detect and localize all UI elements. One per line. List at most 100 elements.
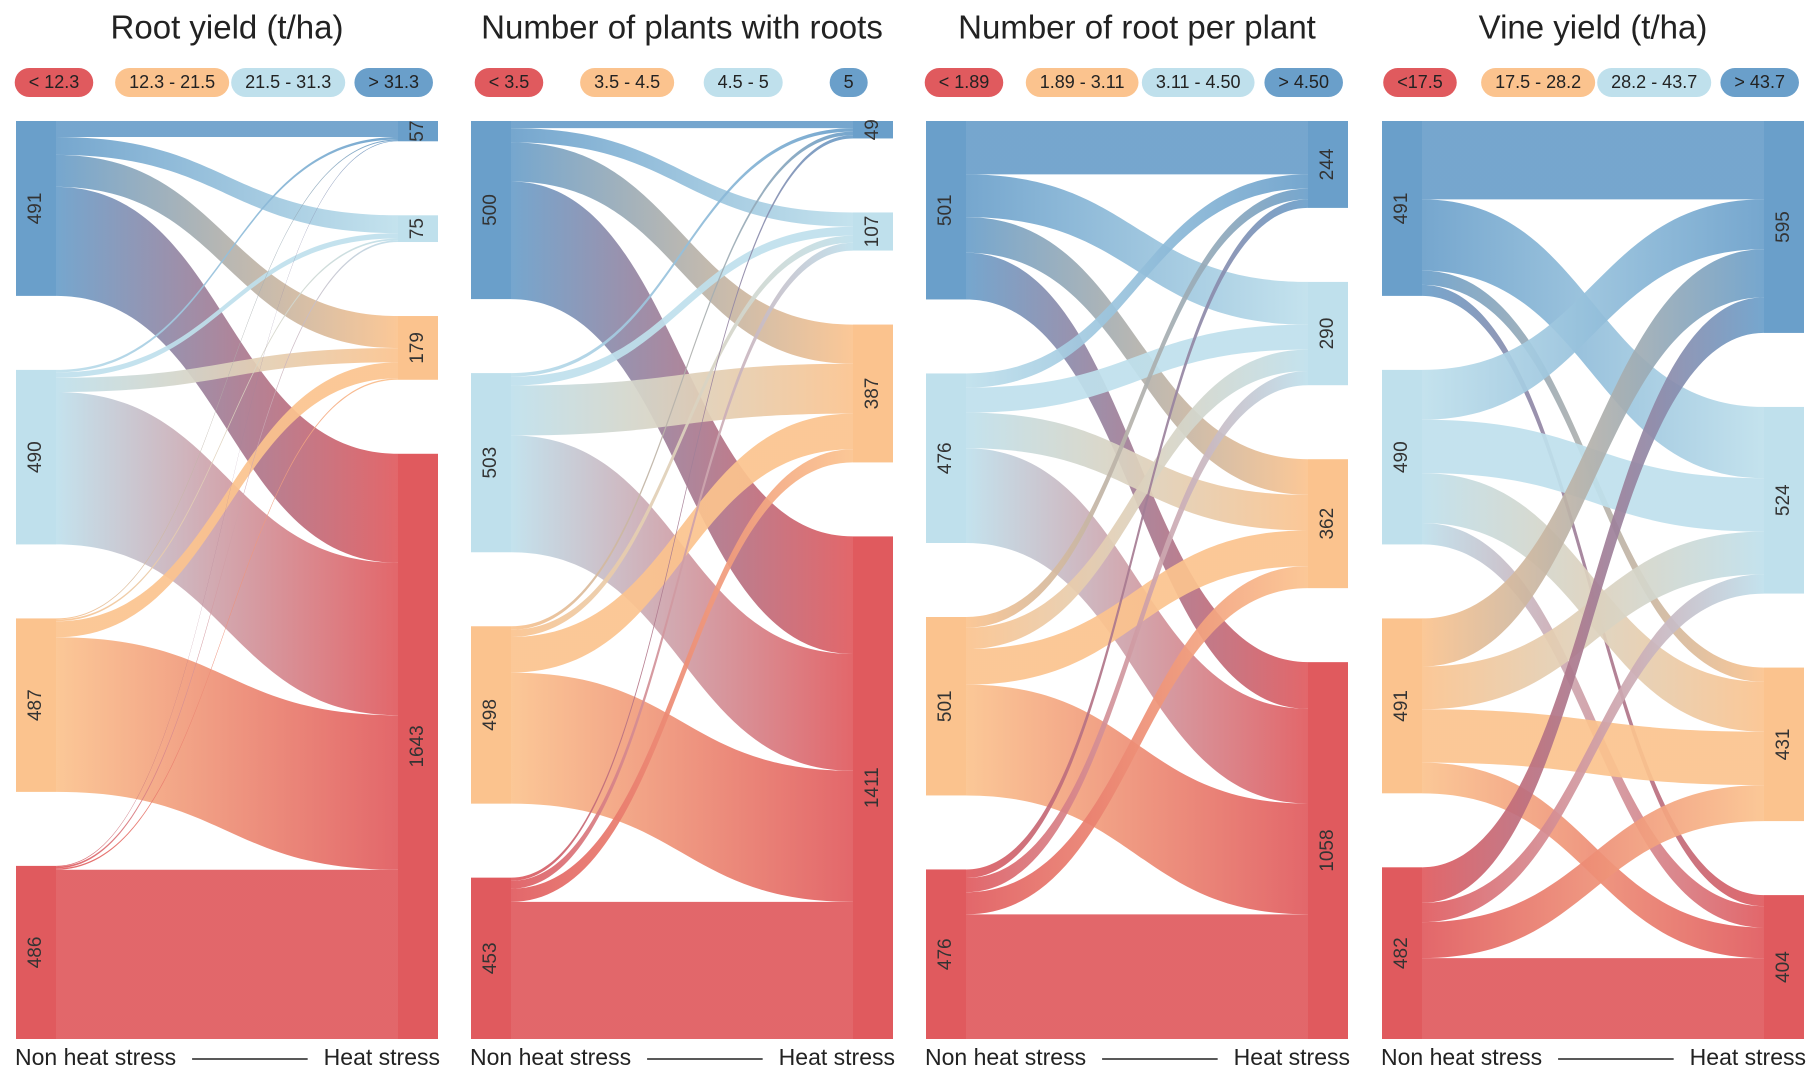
node-label: 595	[1773, 211, 1794, 243]
flow	[511, 672, 853, 902]
flow	[966, 174, 1308, 325]
axis-label: Non heat stress	[925, 1044, 1086, 1070]
legend-label: < 12.3	[29, 72, 80, 92]
flow	[56, 240, 398, 869]
legend-label: 4.5 - 5	[718, 72, 769, 92]
node-label: 524	[1773, 484, 1794, 516]
flow	[966, 217, 1308, 495]
node-label: 476	[935, 442, 956, 474]
flow	[56, 233, 398, 378]
node	[853, 536, 893, 1039]
axis-label: Non heat stress	[1381, 1044, 1542, 1070]
node-label: 476	[935, 938, 956, 970]
panel: Number of root per plant < 1.89 1.89 - 3.1…	[924, 9, 1350, 1070]
flow	[56, 137, 398, 234]
node	[1382, 369, 1422, 545]
legend-label: 3.11 - 4.50	[1156, 72, 1241, 92]
flow	[511, 413, 853, 673]
legend-pill	[1720, 68, 1799, 97]
node-label: 362	[1317, 508, 1338, 540]
node-label: 486	[25, 937, 46, 969]
flow	[511, 135, 853, 881]
node-label: 503	[480, 447, 501, 479]
legend-pill	[1481, 68, 1596, 97]
panel: Number of plants with roots < 3.5 3.5 - 4.…	[470, 9, 895, 1070]
legend-label: 21.5 - 31.3	[245, 72, 331, 92]
axis-label: Heat stress	[1234, 1044, 1350, 1070]
flow	[1422, 297, 1764, 903]
legend-pill	[829, 68, 868, 97]
node-label: 490	[25, 441, 46, 473]
node	[16, 618, 56, 792]
node	[471, 626, 511, 804]
node-label: 453	[480, 942, 501, 974]
node-label: 244	[1317, 148, 1338, 180]
flow	[511, 131, 853, 630]
legend-label: 5	[844, 72, 854, 92]
legend-label: < 3.5	[489, 72, 530, 92]
flow	[966, 349, 1308, 650]
flow	[966, 121, 1308, 175]
flow	[1422, 785, 1764, 959]
flows	[511, 121, 853, 1039]
node-label: 498	[480, 699, 501, 731]
flow	[1422, 249, 1764, 667]
node	[926, 121, 966, 300]
legend-label: 12.3 - 21.5	[129, 72, 215, 92]
legend-label: > 31.3	[368, 72, 419, 92]
flow	[56, 139, 398, 620]
flow	[966, 370, 1308, 893]
legend-pill	[14, 68, 94, 97]
node	[1764, 895, 1804, 1039]
legend-pill	[703, 68, 783, 97]
legend-pill	[1264, 68, 1343, 97]
node-label: 491	[1391, 193, 1412, 225]
node	[398, 316, 438, 380]
node	[1382, 121, 1422, 296]
flow	[1422, 199, 1764, 479]
legend-pill	[924, 68, 1004, 97]
node	[398, 215, 438, 243]
axis-label: Heat stress	[324, 1044, 440, 1070]
node	[853, 324, 893, 463]
node	[926, 617, 966, 796]
node	[926, 869, 966, 1039]
panel: Vine yield (t/ha) <17.5 17.5 - 28.2 28.2 - …	[1381, 9, 1806, 1070]
legend-pill	[580, 68, 675, 97]
axis-label: Heat stress	[1690, 1044, 1806, 1070]
chart-title: Root yield (t/ha)	[111, 9, 344, 46]
node-label: 491	[1391, 690, 1412, 722]
flow	[56, 362, 398, 638]
flow	[56, 121, 398, 138]
node	[1382, 867, 1422, 1039]
flow	[966, 530, 1308, 685]
axis-label: Heat stress	[779, 1044, 895, 1070]
flow	[1422, 531, 1764, 710]
flow	[511, 363, 853, 436]
axis-label: Non heat stress	[15, 1044, 176, 1070]
flow	[511, 128, 853, 377]
node-label: 482	[1391, 937, 1412, 969]
node-label: 49	[862, 119, 883, 140]
legend-pill	[1597, 68, 1712, 97]
flow	[511, 128, 853, 227]
flow	[56, 154, 398, 349]
node	[1764, 121, 1804, 333]
node-label: 501	[935, 690, 956, 722]
node	[1764, 667, 1804, 822]
flow	[1422, 958, 1764, 1039]
flow	[511, 435, 853, 771]
legend-label: 28.2 - 43.7	[1611, 72, 1697, 92]
node-label: 1643	[407, 725, 428, 767]
node-label: 75	[407, 218, 428, 239]
panel: Root yield (t/ha) < 12.3 12.3 - 21.5 21.5 -…	[14, 9, 440, 1070]
node	[471, 121, 511, 300]
flow	[966, 684, 1308, 915]
flow	[1422, 121, 1764, 200]
node-label: 290	[1317, 318, 1338, 350]
node-label: 501	[935, 194, 956, 226]
legend-label: > 43.7	[1734, 72, 1785, 92]
node	[398, 453, 438, 1039]
flow	[56, 378, 398, 870]
